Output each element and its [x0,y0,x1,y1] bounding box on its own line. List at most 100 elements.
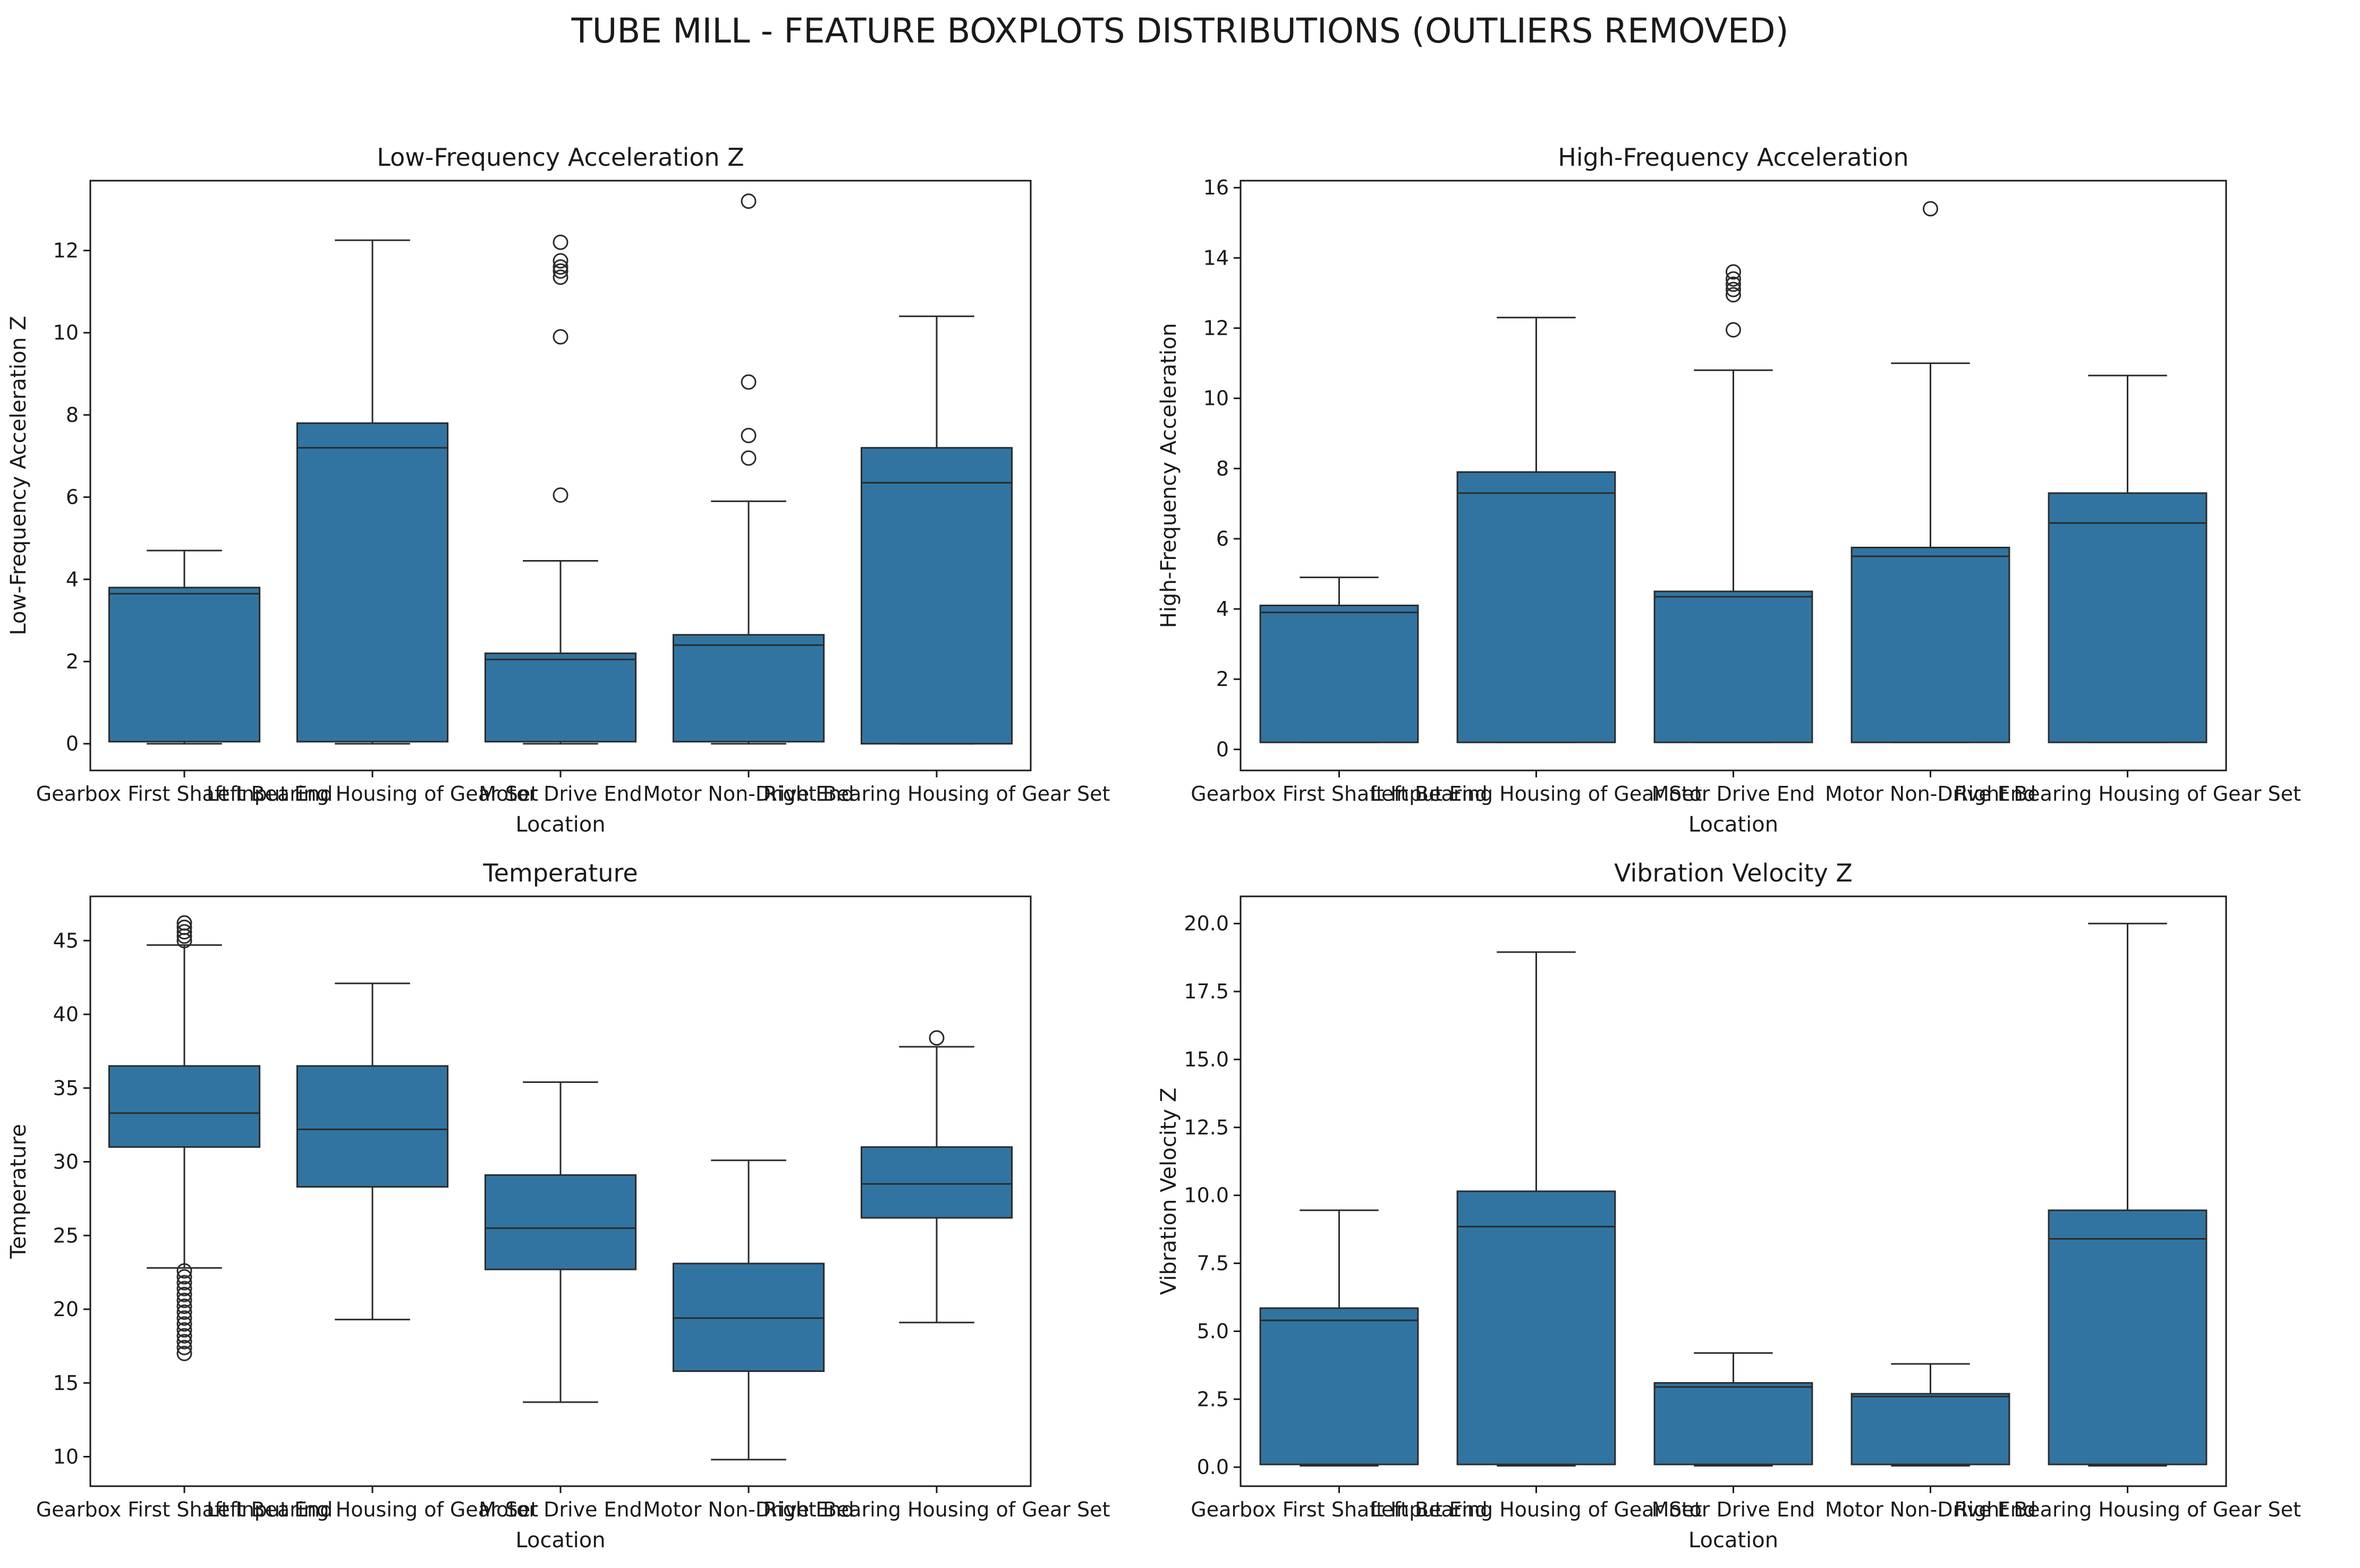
outlier-point [176,1298,192,1314]
y-tick-label: 10 [53,321,79,344]
y-tick-label: 45 [53,929,79,952]
outlier-point [176,1275,192,1291]
outlier-point [553,269,568,285]
outlier-point [176,1281,192,1296]
iqr-box [108,1065,261,1148]
y-tick-label: 6 [66,486,79,509]
x-tick-label: Motor Non-Drive End [643,1498,854,1521]
y-tick-label: 10 [53,1445,79,1469]
x-tick-label: Motor Non-Drive End [1825,782,2036,806]
iqr-box [1456,1190,1616,1465]
x-tick-label: Gearbox First Shaft Input End [1191,782,1487,806]
outlier-point [553,329,568,345]
y-tick-label: 8 [66,403,79,427]
outlier-point [553,234,568,250]
outlier-point [176,915,192,931]
y-tick-label: 25 [53,1224,79,1247]
y-tick-label: 40 [53,1003,79,1026]
box-1 [1259,577,1419,743]
outlier-point [176,1263,192,1279]
iqr-box [1456,471,1616,743]
x-tick-label: Motor Drive End [479,782,642,806]
x-axis-label: Location [1688,812,1778,837]
box-5 [2048,922,2208,1467]
box-3 [1653,1352,1813,1467]
y-tick-label: 10.0 [1184,1184,1229,1207]
subplot-title: High-Frequency Acceleration [1558,143,1908,172]
x-tick-label: Right Bearing Housing of Gear Set [763,1498,1110,1521]
y-tick-label: 30 [53,1150,79,1174]
x-axis-label: Location [515,1528,605,1553]
outlier-point [176,1292,192,1308]
y-axis-label: Low-Frequency Acceleration Z [6,316,31,635]
y-tick-label: 0 [1216,738,1229,761]
outlier-point [176,924,192,940]
iqr-box [108,587,261,743]
outlier-point [929,1030,945,1046]
x-tick-label: Right Bearing Housing of Gear Set [763,782,1110,806]
x-tick-label: Left Bearing Housing of Gear Set [207,1498,538,1521]
iqr-box [860,1146,1013,1219]
y-axis-label: Vibration Velocity Z [1157,1088,1181,1295]
outlier-point [176,1328,192,1344]
iqr-box [1653,590,1813,743]
box-5 [2048,375,2208,743]
box-1 [1259,1209,1419,1467]
y-tick-label: 20.0 [1184,912,1229,935]
box-2 [296,239,449,745]
y-tick-label: 5.0 [1197,1319,1229,1343]
y-tick-label: 20 [53,1298,79,1321]
x-tick-label: Gearbox First Shaft Input End [1191,1498,1487,1521]
box-4 [1850,1363,2010,1467]
y-tick-label: 0.0 [1197,1455,1229,1479]
x-tick-label: Gearbox First Shaft Input End [36,1498,333,1521]
y-axis-label: Temperature [6,1124,31,1259]
y-tick-label: 15 [53,1371,79,1395]
iqr-box [860,447,1013,745]
y-tick-label: 0 [66,732,79,756]
outlier-point [176,1310,192,1326]
x-tick-label: Motor Drive End [479,1498,642,1521]
outlier-point [176,919,192,935]
outlier-point [553,259,568,275]
iqr-box [2048,1209,2208,1465]
box-4 [1850,201,2010,743]
iqr-box [1850,546,2010,743]
y-tick-label: 12 [1203,317,1229,340]
x-tick-label: Gearbox First Shaft Input End [36,782,333,806]
y-tick-label: 4 [1216,597,1229,621]
iqr-box [484,1174,637,1270]
outlier-point [176,1286,192,1302]
outlier-point [741,374,757,390]
outlier-point [1726,264,1741,280]
x-tick-label: Motor Drive End [1652,782,1815,806]
box-2 [296,982,449,1320]
y-tick-label: 6 [1216,527,1229,550]
box-2 [1456,951,1616,1467]
outlier-point [1726,276,1741,292]
outlier-point [176,1340,192,1355]
box-4 [672,1159,825,1461]
outlier-point [741,428,757,444]
y-tick-label: 12 [53,239,79,262]
x-tick-label: Motor Drive End [1652,1498,1815,1521]
iqr-box [1259,604,1419,743]
outlier-point [1923,201,1938,217]
box-4 [672,193,825,745]
outlier-point [176,1345,192,1361]
iqr-box [296,422,449,743]
y-tick-label: 17.5 [1184,980,1229,1003]
iqr-box [1850,1393,2010,1465]
subplot-title: Low-Frequency Acceleration Z [377,143,744,172]
y-tick-label: 2.5 [1197,1387,1229,1411]
box-3 [1653,264,1813,743]
subplot-title: Temperature [482,859,638,887]
box-5 [860,1030,1013,1324]
outlier-point [176,1322,192,1338]
figure-title: TUBE MILL - FEATURE BOXPLOTS DISTRIBUTIO… [571,12,1789,51]
box-3 [484,234,637,745]
